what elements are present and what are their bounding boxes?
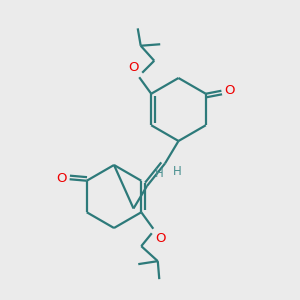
Text: H: H [154,167,163,180]
Text: O: O [224,84,235,97]
Text: O: O [155,232,165,245]
Text: O: O [56,172,66,185]
Text: H: H [172,165,181,178]
Text: O: O [128,61,139,74]
